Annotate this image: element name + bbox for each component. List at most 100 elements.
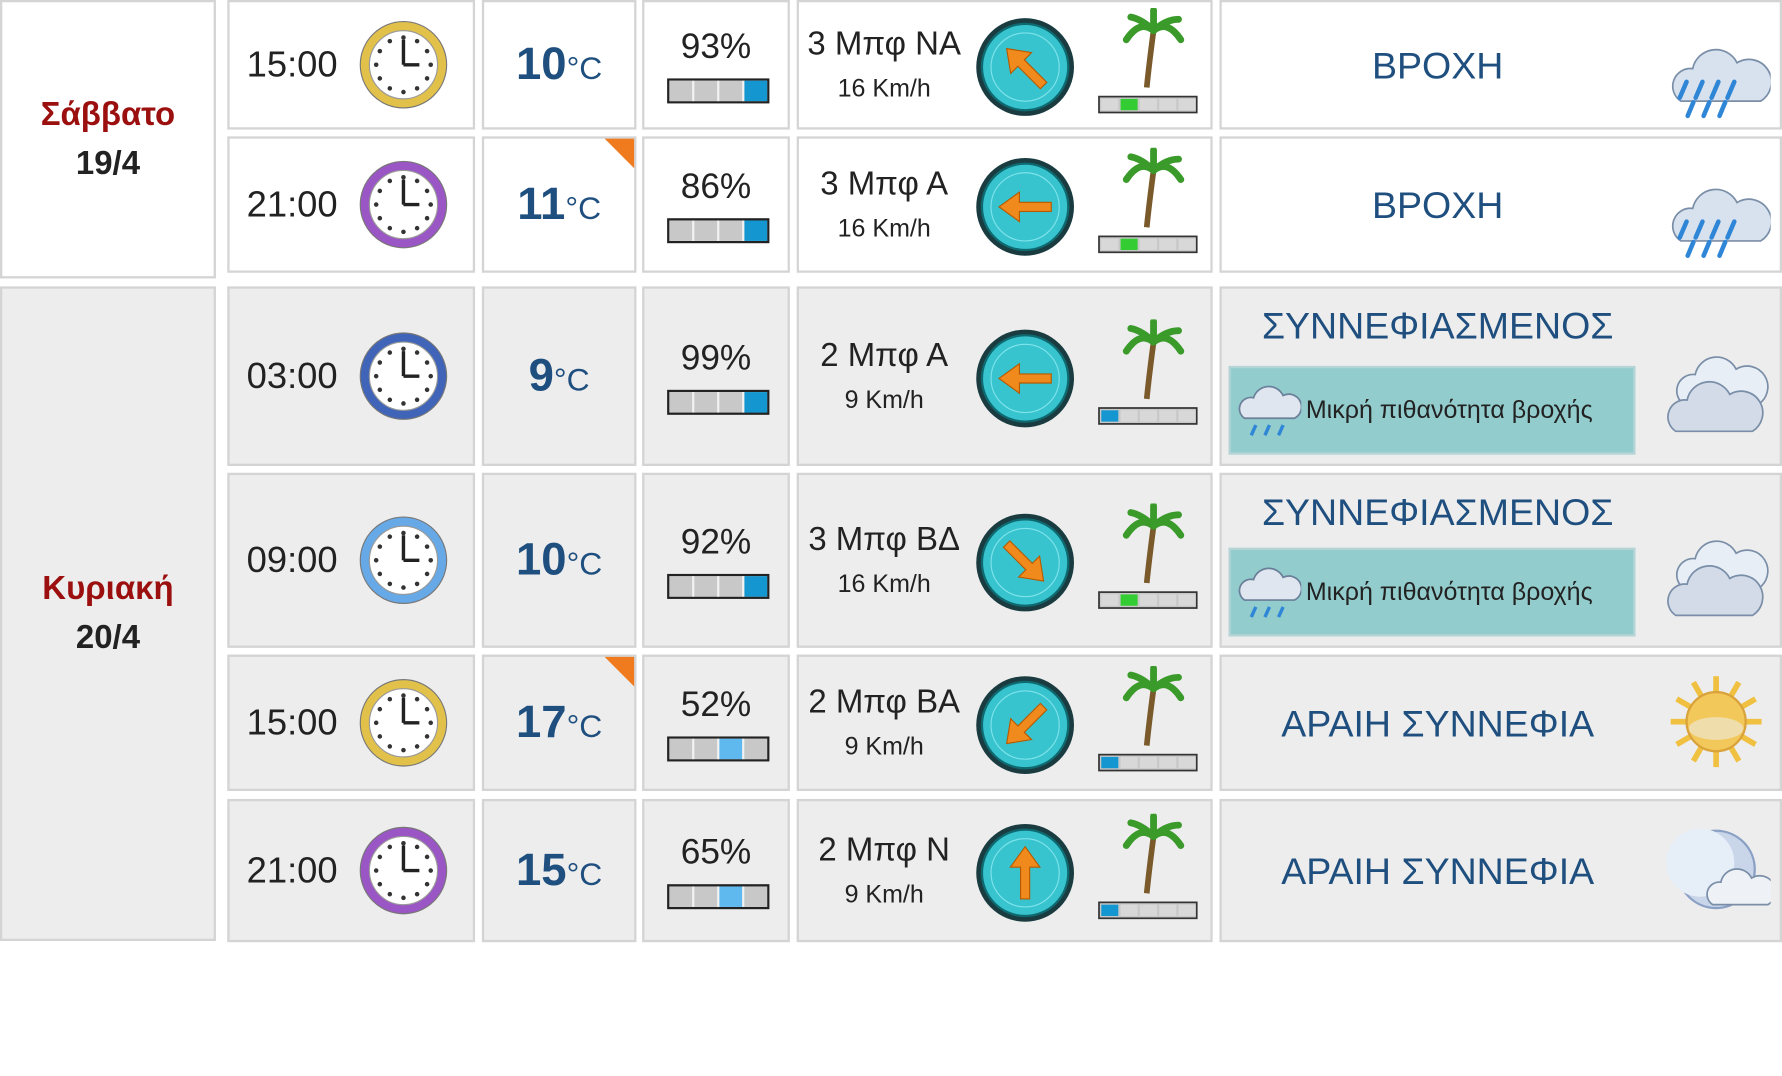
time-label: 21:00 bbox=[246, 183, 338, 225]
wind-compass bbox=[974, 511, 1076, 613]
humidity-cell: 86% bbox=[642, 136, 790, 273]
rain-chance-note: Μικρή πιθανότητα βροχής bbox=[1228, 547, 1636, 637]
condition-cell: ΒΡΟΧΗ bbox=[1219, 136, 1782, 273]
time-cell: 21:00 bbox=[227, 798, 476, 943]
clock-icon bbox=[359, 160, 448, 249]
humidity-bar bbox=[667, 218, 770, 244]
temperature-unit: °C bbox=[566, 50, 603, 86]
humidity-value: 86% bbox=[680, 165, 752, 206]
humidity-bar bbox=[667, 389, 770, 415]
wind-beaufort: 3 Μπφ Α bbox=[820, 165, 949, 203]
temperature-unit: °C bbox=[565, 190, 602, 226]
temperature-cell: 15°C bbox=[481, 798, 637, 943]
rain-icon bbox=[1671, 188, 1773, 258]
temperature: 9°C bbox=[484, 351, 634, 402]
temperature-cell: 10°C bbox=[481, 0, 637, 130]
clock-icon bbox=[359, 679, 448, 767]
forecast-row: 21:00 11°C 86% 3 Μπφ Α 16 Km/h ΒΡΟΧΗ bbox=[227, 136, 1782, 273]
temperature-unit: °C bbox=[566, 546, 603, 582]
clock-icon bbox=[359, 516, 448, 605]
day-header: Κυριακή 20/4 bbox=[0, 286, 216, 942]
humidity-bar bbox=[667, 884, 770, 910]
humidity-bar-segment bbox=[694, 886, 720, 907]
time-label: 09:00 bbox=[246, 539, 338, 581]
humidity-cell: 93% bbox=[642, 0, 790, 130]
day-header: Σάββατο 19/4 bbox=[0, 0, 216, 279]
humidity-bar-segment bbox=[669, 80, 695, 102]
forecast-row: 21:00 15°C 65% 2 Μπφ Ν 9 Km/h ΑΡΑΙΗ ΣΥΝΝΕΦΙΑ bbox=[227, 798, 1782, 943]
rain-cloud-icon bbox=[1238, 567, 1302, 618]
condition-cell: ΣΥΝΝΕΦΙΑΣΜΕΝΟΣ Μικρή πιθανότητα βροχής bbox=[1219, 472, 1782, 648]
forecast-row: 03:00 9°C 99% 2 Μπφ Α 9 Km/h ΣΥΝΝΕΦΙΑΣΜΕΝΟΣ Μι… bbox=[227, 286, 1782, 466]
temperature-value: 10 bbox=[516, 39, 567, 90]
weather-icon bbox=[1659, 669, 1770, 780]
temperature-value: 17 bbox=[516, 697, 567, 748]
wind-direction-icon bbox=[976, 18, 1074, 116]
temperature-unit: °C bbox=[566, 708, 603, 744]
temperature-cell: 11°C bbox=[481, 136, 637, 273]
wind-strength bbox=[1097, 502, 1199, 612]
humidity-bar bbox=[667, 78, 770, 104]
rain-icon bbox=[1671, 48, 1773, 119]
humidity-cell: 92% bbox=[642, 472, 790, 648]
wind-speed: 16 Km/h bbox=[837, 213, 931, 243]
humidity-cell: 52% bbox=[642, 654, 790, 792]
humidity-bar-segment bbox=[744, 738, 768, 760]
temperature-value: 9 bbox=[528, 350, 554, 401]
sun-cloud-icon bbox=[1670, 676, 1762, 768]
wind-speed: 9 Km/h bbox=[844, 879, 924, 909]
temperature-cell: 9°C bbox=[481, 286, 637, 466]
wind-speed: 9 Km/h bbox=[844, 385, 924, 414]
wind-speed: 16 Km/h bbox=[837, 569, 931, 598]
palm-tree-icon bbox=[1098, 812, 1198, 920]
wind-strength bbox=[1097, 812, 1199, 923]
condition-cell: ΑΡΑΙΗ ΣΥΝΝΕΦΙΑ bbox=[1219, 798, 1782, 943]
time-cell: 21:00 bbox=[227, 136, 476, 273]
time-cell: 03:00 bbox=[227, 286, 476, 466]
humidity-bar-segment bbox=[744, 886, 768, 907]
day-date: 19/4 bbox=[75, 144, 141, 182]
humidity-bar-segment bbox=[669, 576, 695, 597]
wind-cell: 3 Μπφ ΒΔ 16 Km/h bbox=[796, 472, 1213, 648]
condition-cell: ΒΡΟΧΗ bbox=[1219, 0, 1782, 130]
time-label: 03:00 bbox=[246, 355, 338, 397]
day-name: Σάββατο bbox=[40, 96, 176, 133]
rain-chance-text: Μικρή πιθανότητα βροχής bbox=[1305, 577, 1593, 606]
humidity-value: 93% bbox=[680, 26, 752, 66]
humidity-bar-segment bbox=[719, 392, 745, 413]
wind-speed: 9 Km/h bbox=[844, 731, 924, 761]
clock-icon-wrap bbox=[357, 676, 450, 769]
wind-cell: 3 Μπφ Α 16 Km/h bbox=[796, 136, 1213, 273]
humidity-bar bbox=[667, 573, 770, 599]
clock-icon-wrap bbox=[357, 824, 450, 917]
time-cell: 15:00 bbox=[227, 0, 476, 130]
wind-beaufort: 3 Μπφ ΒΔ bbox=[808, 521, 961, 559]
humidity-bar-segment bbox=[744, 80, 768, 102]
wind-compass bbox=[974, 156, 1076, 258]
day-date: 20/4 bbox=[75, 619, 141, 656]
humidity-bar-segment bbox=[744, 392, 768, 413]
forecast-row: 09:00 10°C 92% 3 Μπφ ΒΔ 16 Km/h ΣΥΝΝΕΦΙΑΣΜΕΝΟ… bbox=[227, 472, 1782, 648]
wind-compass bbox=[974, 674, 1076, 776]
palm-tree-icon bbox=[1098, 664, 1198, 772]
wind-direction-icon bbox=[976, 157, 1074, 256]
time-cell: 15:00 bbox=[227, 654, 476, 792]
weather-icon bbox=[1659, 507, 1770, 618]
condition-label: ΒΡΟΧΗ bbox=[1372, 44, 1504, 87]
temperature-value: 11 bbox=[517, 178, 566, 230]
forecast-table: Σάββατο 19/4 15:00 10°C 93% 3 Μπφ ΝΑ 16 Km/h ΒΡ… bbox=[0, 0, 1782, 943]
humidity-bar-segment bbox=[669, 392, 695, 413]
rain-cloud-icon bbox=[1238, 385, 1302, 436]
wind-cell: 2 Μπφ Α 9 Km/h bbox=[796, 286, 1213, 466]
wind-beaufort: 2 Μπφ ΒΑ bbox=[808, 684, 961, 721]
palm-tree-icon bbox=[1098, 502, 1198, 609]
humidity-value: 92% bbox=[680, 521, 752, 562]
humidity-cell: 65% bbox=[642, 798, 790, 943]
weather-icon bbox=[1659, 151, 1773, 262]
temperature: 10°C bbox=[484, 39, 634, 90]
humidity-bar-segment bbox=[744, 220, 768, 241]
palm-tree-icon bbox=[1098, 318, 1198, 425]
clock-icon-wrap bbox=[357, 330, 450, 423]
rain-chance-text: Μικρή πιθανότητα βροχής bbox=[1305, 395, 1593, 424]
forecast-row: 15:00 17°C 52% 2 Μπφ ΒΑ 9 Km/h ΑΡΑΙΗ ΣΥΝΝΕΦΙΑ bbox=[227, 654, 1782, 792]
